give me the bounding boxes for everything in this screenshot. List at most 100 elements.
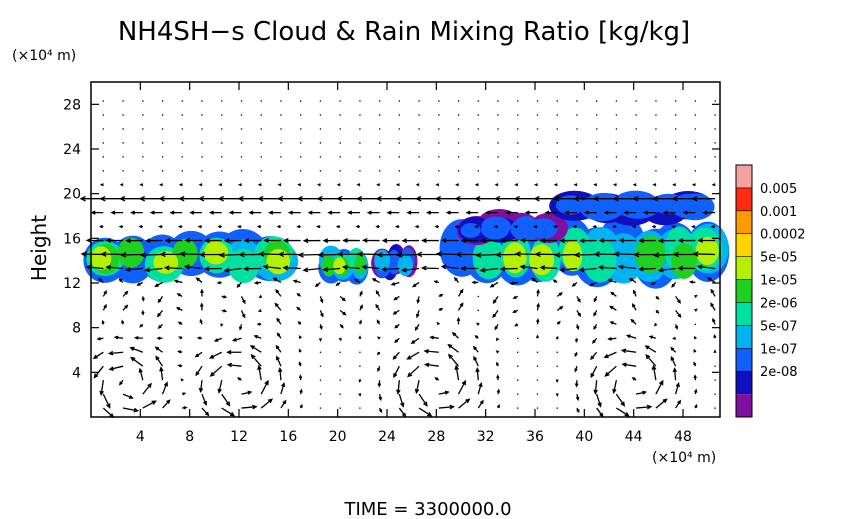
wind-arrow [672,367,678,381]
wind-arrow [272,277,282,284]
wind-dot [576,142,578,144]
wind-arrow [633,251,656,258]
wind-arrow [263,237,281,243]
wind-arrow [615,393,626,407]
wind-arrow [375,224,380,229]
wind-arrow [292,279,301,284]
x-tick-label: 48 [674,429,692,445]
wind-arrow [458,398,471,409]
wind-dot [596,114,598,116]
wind-arrow [240,310,246,319]
wind-dot [359,407,361,409]
wind-arrow [322,238,341,244]
time-label: TIME = 3300000.0 [343,499,511,519]
wind-dot [339,351,341,353]
wind-dot [536,114,539,116]
wind-arrow [138,224,143,229]
wind-arrow [122,393,134,399]
wind-arrow [282,265,301,271]
wind-arrow [366,210,380,215]
wind-arrow [575,338,579,344]
x-tick-label: 44 [625,429,643,445]
wind-arrow [376,252,400,258]
wind-arrow [623,210,637,215]
cloud-cell [228,248,260,284]
wind-dot [457,114,460,116]
wind-arrow [471,280,479,285]
colorbar-swatch [736,348,752,372]
wind-arrow [655,295,660,300]
wind-arrow [710,224,716,229]
wind-arrow [156,336,163,340]
wind-arrow [376,336,381,340]
cloud-region [318,245,369,285]
colorbar-swatch [736,371,752,395]
wind-arrow [390,281,400,286]
wind-arrow [438,294,444,298]
wind-arrow [555,335,559,340]
wind-arrow [280,399,287,409]
wind-dot [161,100,164,102]
wind-arrow [564,210,577,215]
wind-dot [517,337,519,339]
wind-dot [300,142,302,144]
wind-dot [221,114,223,116]
wind-arrow [406,210,420,215]
wind-dot [714,365,716,367]
wind-arrow [314,281,321,288]
wind-arrow [415,251,439,258]
wind-dot [438,170,440,172]
wind-arrow [559,267,577,273]
wind-arrow [302,267,321,273]
wind-arrow [101,319,105,325]
wind-arrow [322,267,341,272]
wind-dot [418,170,420,172]
wind-arrow [434,224,439,229]
wind-dot [536,407,539,409]
wind-dot [398,142,401,144]
wind-arrow [297,252,321,258]
wind-arrow [296,292,302,297]
wind-dot [497,128,499,130]
wind-arrow [278,367,283,381]
wind-arrow [457,379,467,395]
wind-arrow [455,251,479,258]
wind-dot [300,156,302,158]
wind-arrow [177,364,183,368]
wind-arrow [475,322,480,326]
wind-dot [221,142,223,144]
wind-arrow [275,288,282,297]
wind-dot [201,142,203,144]
wind-dot [359,365,361,367]
wind-arrow [298,335,302,339]
wind-arrow [583,210,597,215]
colorbar-label: 2e-08 [760,365,798,380]
wind-arrow [500,238,518,244]
x-tick-label: 36 [526,429,544,445]
wind-arrow [495,350,500,354]
wind-arrow [85,264,104,270]
wind-dot [635,170,637,172]
wind-arrow [141,310,145,316]
wind-arrow [238,324,243,331]
wind-dot [359,100,361,102]
wind-arrow [199,302,204,311]
wind-dot [615,170,618,172]
wind-arrow [276,317,282,325]
wind-arrow [394,323,400,329]
y-tick-label: 16 [63,231,81,247]
wind-arrow [159,183,163,187]
wind-dot [319,128,322,130]
wind-arrow [130,356,144,367]
wind-arrow [693,374,697,381]
wind-arrow [694,388,698,395]
wind-arrow [129,346,144,353]
wind-arrow [593,183,598,187]
wind-arrow [711,183,716,187]
wind-arrow [712,317,716,325]
wind-arrow [477,399,484,409]
wind-dot [517,142,519,144]
wind-dot [221,170,223,172]
wind-arrow [280,381,286,395]
